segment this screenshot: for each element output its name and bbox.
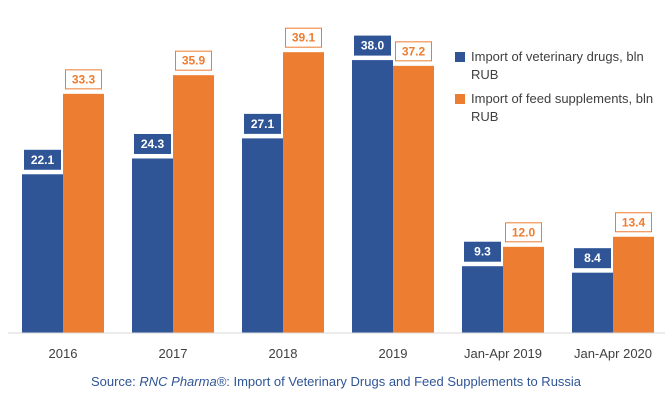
x-tick-labels-group: 2016 2017 2018 2019 Jan-Apr 2019 Jan-Apr 2020	[49, 346, 652, 361]
data-label-box-feed-supplements-2019	[395, 41, 432, 62]
data-label-feed-supplements-2018: 39.1	[292, 31, 316, 45]
x-tick-label-jan-apr-2020: Jan-Apr 2020	[574, 346, 652, 361]
data-label-veterinary-drugs-jan-apr-2019: 9.3	[474, 245, 491, 259]
bar-feed-supplements-2018	[283, 52, 324, 333]
source-name: RNC Pharma®	[139, 374, 227, 389]
data-label-veterinary-drugs-2016: 22.1	[31, 153, 55, 167]
data-label-feed-supplements-2019: 37.2	[402, 44, 426, 58]
bars-group	[22, 52, 654, 333]
bar-feed-supplements-jan-apr-2020	[613, 236, 654, 333]
data-label-box-feed-supplements-2018	[285, 27, 322, 48]
bar-veterinary-drugs-2017	[132, 158, 173, 333]
legend-item-feed-supplements: Import of feed supplements, bln RUB	[455, 90, 665, 126]
data-label-box-veterinary-drugs-2016	[24, 149, 61, 170]
bar-feed-supplements-2017	[173, 75, 214, 333]
data-label-feed-supplements-jan-apr-2019: 12.0	[512, 225, 536, 239]
data-label-box-veterinary-drugs-2019	[354, 35, 391, 56]
bar-veterinary-drugs-2019	[352, 60, 393, 333]
legend-label-feed-supplements: Import of feed supplements, bln RUB	[471, 91, 654, 124]
data-label-feed-supplements-2017: 35.9	[182, 54, 206, 68]
data-label-box-feed-supplements-jan-apr-2019	[505, 222, 542, 243]
bar-veterinary-drugs-2016	[22, 174, 63, 333]
bar-veterinary-drugs-jan-apr-2019	[462, 266, 503, 333]
data-label-veterinary-drugs-jan-apr-2020: 8.4	[584, 251, 601, 265]
source-note: Source: RNC Pharma®: Import of Veterinar…	[0, 374, 672, 389]
data-label-veterinary-drugs-2017: 24.3	[141, 137, 165, 151]
data-label-feed-supplements-2016: 33.3	[72, 72, 96, 86]
data-label-box-feed-supplements-2016	[65, 69, 102, 90]
data-labels-group: 22.1 33.3 24.3 35.9 27.1 39.1 38.0 37.2 9.3 12.0 8…	[24, 27, 652, 269]
data-label-box-veterinary-drugs-jan-apr-2020	[574, 248, 611, 269]
data-label-feed-supplements-jan-apr-2020: 13.4	[622, 215, 646, 229]
data-label-box-feed-supplements-jan-apr-2020	[615, 212, 652, 233]
x-tick-label-2019: 2019	[379, 346, 408, 361]
data-label-veterinary-drugs-2018: 27.1	[251, 117, 275, 131]
legend-label-veterinary-drugs: Import of veterinary drugs, bln RUB	[471, 49, 644, 82]
data-label-veterinary-drugs-2019: 38.0	[361, 39, 385, 53]
source-prefix: Source:	[90, 374, 140, 389]
legend-swatch-veterinary-drugs	[455, 52, 465, 62]
bar-feed-supplements-2016	[63, 93, 104, 333]
data-label-box-feed-supplements-2017	[175, 50, 212, 71]
bar-feed-supplements-jan-apr-2019	[503, 246, 544, 333]
bar-feed-supplements-2019	[393, 65, 434, 333]
bar-veterinary-drugs-2018	[242, 138, 283, 333]
data-label-box-veterinary-drugs-2018	[244, 113, 281, 134]
x-tick-label-2018: 2018	[269, 346, 298, 361]
data-label-box-veterinary-drugs-jan-apr-2019	[464, 241, 501, 262]
x-tick-label-jan-apr-2019: Jan-Apr 2019	[464, 346, 542, 361]
source-suffix: : Import of Veterinary Drugs and Feed Su…	[226, 374, 582, 389]
x-tick-label-2017: 2017	[159, 346, 188, 361]
legend: Import of veterinary drugs, bln RUB Impo…	[455, 48, 665, 132]
legend-item-veterinary-drugs: Import of veterinary drugs, bln RUB	[455, 48, 665, 84]
data-label-box-veterinary-drugs-2017	[134, 133, 171, 154]
legend-swatch-feed-supplements	[455, 94, 465, 104]
bar-veterinary-drugs-jan-apr-2020	[572, 272, 613, 333]
x-tick-label-2016: 2016	[49, 346, 78, 361]
